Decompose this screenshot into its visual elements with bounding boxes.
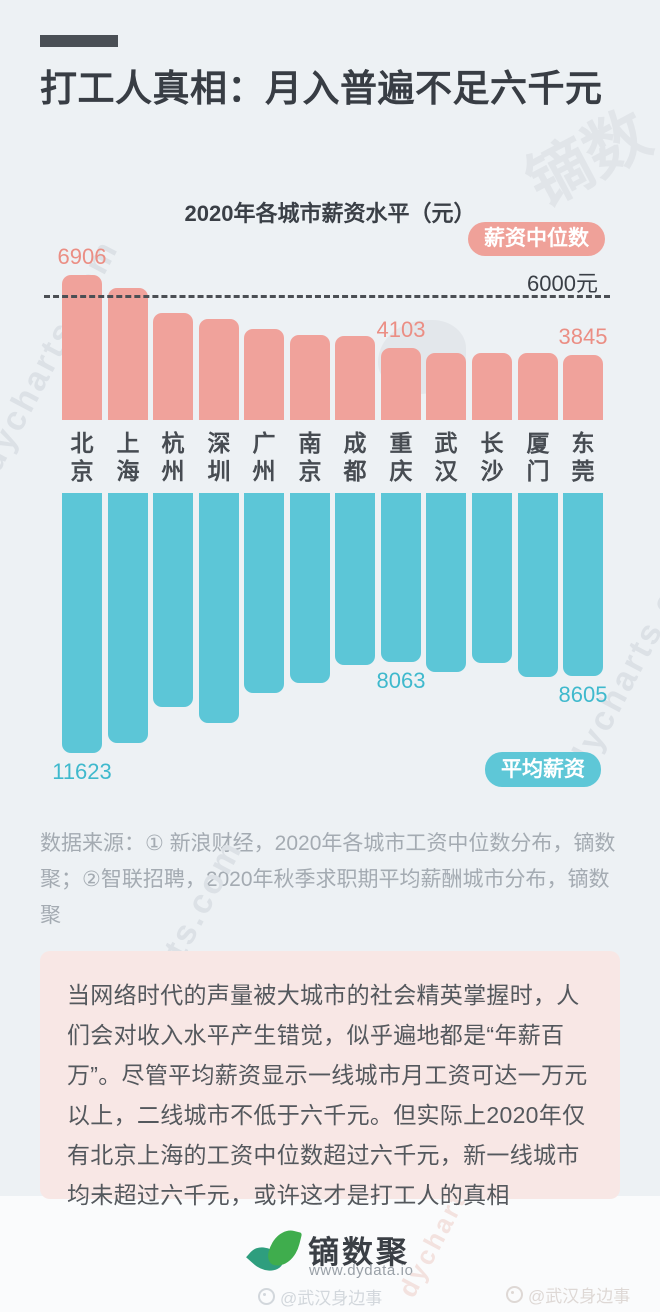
city-label-深圳: 深 圳 [207,430,231,484]
median-bar-杭州 [153,313,193,420]
reference-line-6000 [44,295,610,298]
average-value-label-北京: 11623 [52,759,112,784]
median-bar-厦门 [518,353,558,420]
footer-strip [0,1196,660,1312]
chart-title: 2020年各城市薪资水平（元） [184,201,476,226]
median-salary-badge: 薪资中位数 [468,222,605,256]
average-salary-bars: 11623 8063 8605 [52,493,607,793]
average-value-label-东莞: 8605 [558,682,608,707]
city-label-成都: 成 都 [343,430,367,484]
city-label-广州: 广 州 [252,430,276,484]
city-label-上海: 上 海 [116,430,140,484]
average-bar-杭州 [153,493,193,707]
median-bar-长沙 [472,353,512,420]
median-bar-东莞 [563,355,603,420]
average-bar-南京 [290,493,330,683]
city-label-北京: 北 京 [70,430,94,484]
median-bar-广州 [244,329,284,420]
average-bar-成都 [335,493,375,665]
average-bar-东莞 [563,493,603,676]
dydata-logo-icon [246,1226,304,1279]
average-bar-北京 [62,493,102,753]
page-title: 打工人真相：月入普遍不足六千元 [40,68,603,109]
brand-name: 镝数聚 [308,1235,410,1270]
average-bar-广州 [244,493,284,693]
median-bar-北京 [62,275,102,420]
average-bar-武汉 [426,493,466,672]
average-bar-深圳 [199,493,239,723]
city-label-重庆: 重 庆 [389,430,413,484]
median-bar-上海 [108,288,148,420]
median-bar-重庆 [381,348,421,420]
city-label-长沙: 长 沙 [480,430,504,484]
average-bar-重庆 [381,493,421,662]
median-bar-南京 [290,335,330,420]
average-bar-长沙 [472,493,512,663]
data-source-note: 数据来源：① 新浪财经，2020年各城市工资中位数分布，镝数聚；②智联招聘，20… [40,832,616,927]
brand-website: www.dydata.io [309,1262,414,1279]
average-salary-badge: 平均薪资 [485,752,601,787]
city-label-东莞: 东 莞 [571,430,595,484]
city-label-武汉: 武 汉 [434,430,458,484]
median-bar-武汉 [426,353,466,420]
median-value-label-北京: 6906 [57,244,107,269]
median-salary-bars: 6906 4103 3845 [58,240,607,420]
city-label-厦门: 厦 门 [526,430,550,484]
logo-leaf-right [265,1226,303,1270]
median-bar-深圳 [199,319,239,420]
median-value-label-东莞: 3845 [558,324,608,349]
median-bar-成都 [335,336,375,420]
commentary-box: 当网络时代的声量被大城市的社会精英掌握时，人们会对收入水平产生错觉，似乎遍地都是… [40,951,620,1208]
city-axis-labels: 北 京上 海杭 州深 圳广 州南 京成 都重 庆武 汉长 沙厦 门东 莞 [62,429,603,487]
city-label-南京: 南 京 [298,430,322,484]
average-bar-厦门 [518,493,558,677]
title-accent-bar [40,35,118,47]
median-value-label-重庆: 4103 [376,317,426,342]
average-value-label-重庆: 8063 [376,668,426,693]
reference-line-label: 6000元 [527,271,598,296]
commentary-text: 当网络时代的声量被大城市的社会精英掌握时，人们会对收入水平产生错觉，似乎遍地都是… [67,982,588,1208]
average-bar-上海 [108,493,148,743]
city-label-杭州: 杭 州 [161,430,185,484]
